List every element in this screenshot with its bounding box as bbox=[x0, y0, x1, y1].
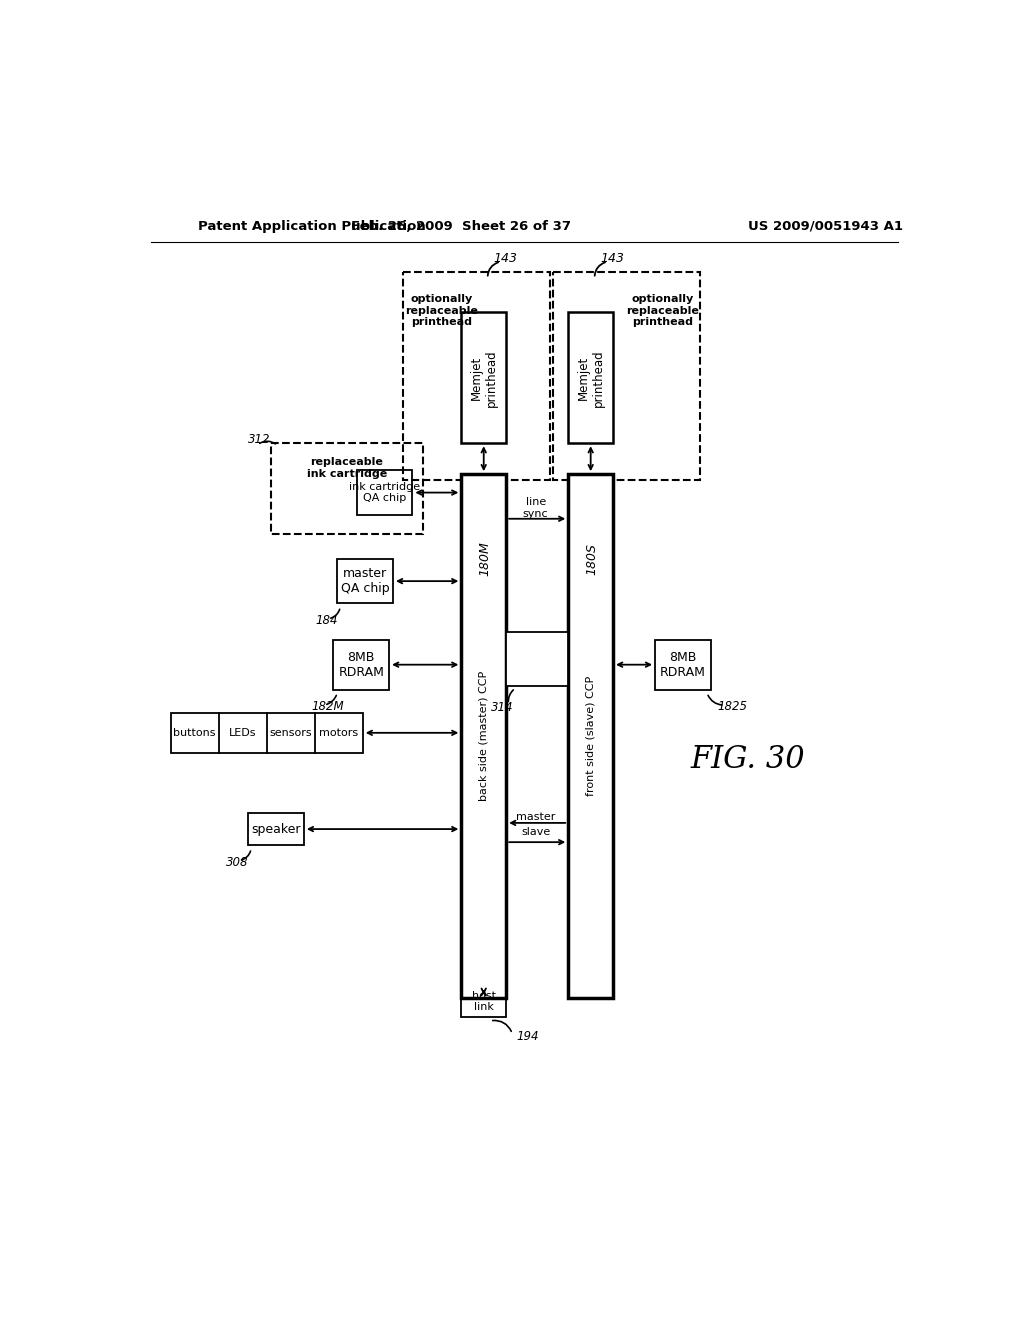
Text: front side (slave) CCP: front side (slave) CCP bbox=[586, 676, 596, 796]
Text: sensors: sensors bbox=[269, 727, 312, 738]
Bar bbox=[568, 313, 613, 444]
Text: host
link: host link bbox=[472, 991, 496, 1012]
Text: replaceable
ink cartridge: replaceable ink cartridge bbox=[307, 457, 387, 479]
Bar bbox=[568, 474, 613, 998]
Text: inter-CCP
serial link: inter-CCP serial link bbox=[510, 648, 564, 669]
Bar bbox=[553, 272, 700, 480]
Text: 182M: 182M bbox=[311, 700, 344, 713]
Text: optionally
replaceable
printhead: optionally replaceable printhead bbox=[406, 294, 478, 327]
Bar bbox=[271, 444, 423, 535]
Text: 314: 314 bbox=[492, 701, 514, 714]
Bar bbox=[356, 470, 413, 515]
Text: master: master bbox=[516, 812, 555, 822]
Text: master
QA chip: master QA chip bbox=[341, 568, 389, 595]
Text: optionally
replaceable
printhead: optionally replaceable printhead bbox=[627, 294, 699, 327]
Text: 180S: 180S bbox=[586, 543, 599, 574]
Text: 8MB
RDRAM: 8MB RDRAM bbox=[338, 651, 384, 678]
Text: line
sync: line sync bbox=[523, 498, 549, 519]
Bar bbox=[655, 640, 711, 689]
Text: 143: 143 bbox=[493, 252, 517, 265]
Text: 194: 194 bbox=[516, 1030, 539, 1043]
Text: 1825: 1825 bbox=[717, 700, 746, 713]
Bar bbox=[334, 640, 389, 689]
Bar bbox=[171, 713, 362, 752]
Text: FIG. 30: FIG. 30 bbox=[690, 743, 805, 775]
Text: Feb. 26, 2009  Sheet 26 of 37: Feb. 26, 2009 Sheet 26 of 37 bbox=[351, 219, 571, 232]
Text: buttons: buttons bbox=[173, 727, 216, 738]
Text: back side (master) CCP: back side (master) CCP bbox=[479, 671, 488, 801]
Text: motors: motors bbox=[319, 727, 358, 738]
Bar bbox=[506, 632, 568, 686]
Text: Patent Application Publication: Patent Application Publication bbox=[198, 219, 426, 232]
Text: slave: slave bbox=[521, 828, 550, 837]
Text: 143: 143 bbox=[600, 252, 624, 265]
Bar bbox=[403, 272, 550, 480]
Text: Memjet
printhead: Memjet printhead bbox=[470, 348, 498, 407]
Text: ink cartridge
QA chip: ink cartridge QA chip bbox=[349, 482, 420, 503]
Text: US 2009/0051943 A1: US 2009/0051943 A1 bbox=[748, 219, 903, 232]
Bar bbox=[461, 986, 506, 1016]
Text: LEDs: LEDs bbox=[229, 727, 256, 738]
Text: speaker: speaker bbox=[251, 822, 301, 836]
Bar bbox=[337, 558, 393, 603]
Text: 184: 184 bbox=[315, 614, 338, 627]
Bar bbox=[248, 813, 304, 845]
Bar bbox=[461, 313, 506, 444]
Text: 180M: 180M bbox=[479, 541, 492, 576]
Text: 312: 312 bbox=[248, 433, 270, 446]
Text: Memjet
printhead: Memjet printhead bbox=[577, 348, 605, 407]
Text: 8MB
RDRAM: 8MB RDRAM bbox=[659, 651, 706, 678]
Text: 308: 308 bbox=[226, 855, 249, 869]
Bar bbox=[461, 474, 506, 998]
